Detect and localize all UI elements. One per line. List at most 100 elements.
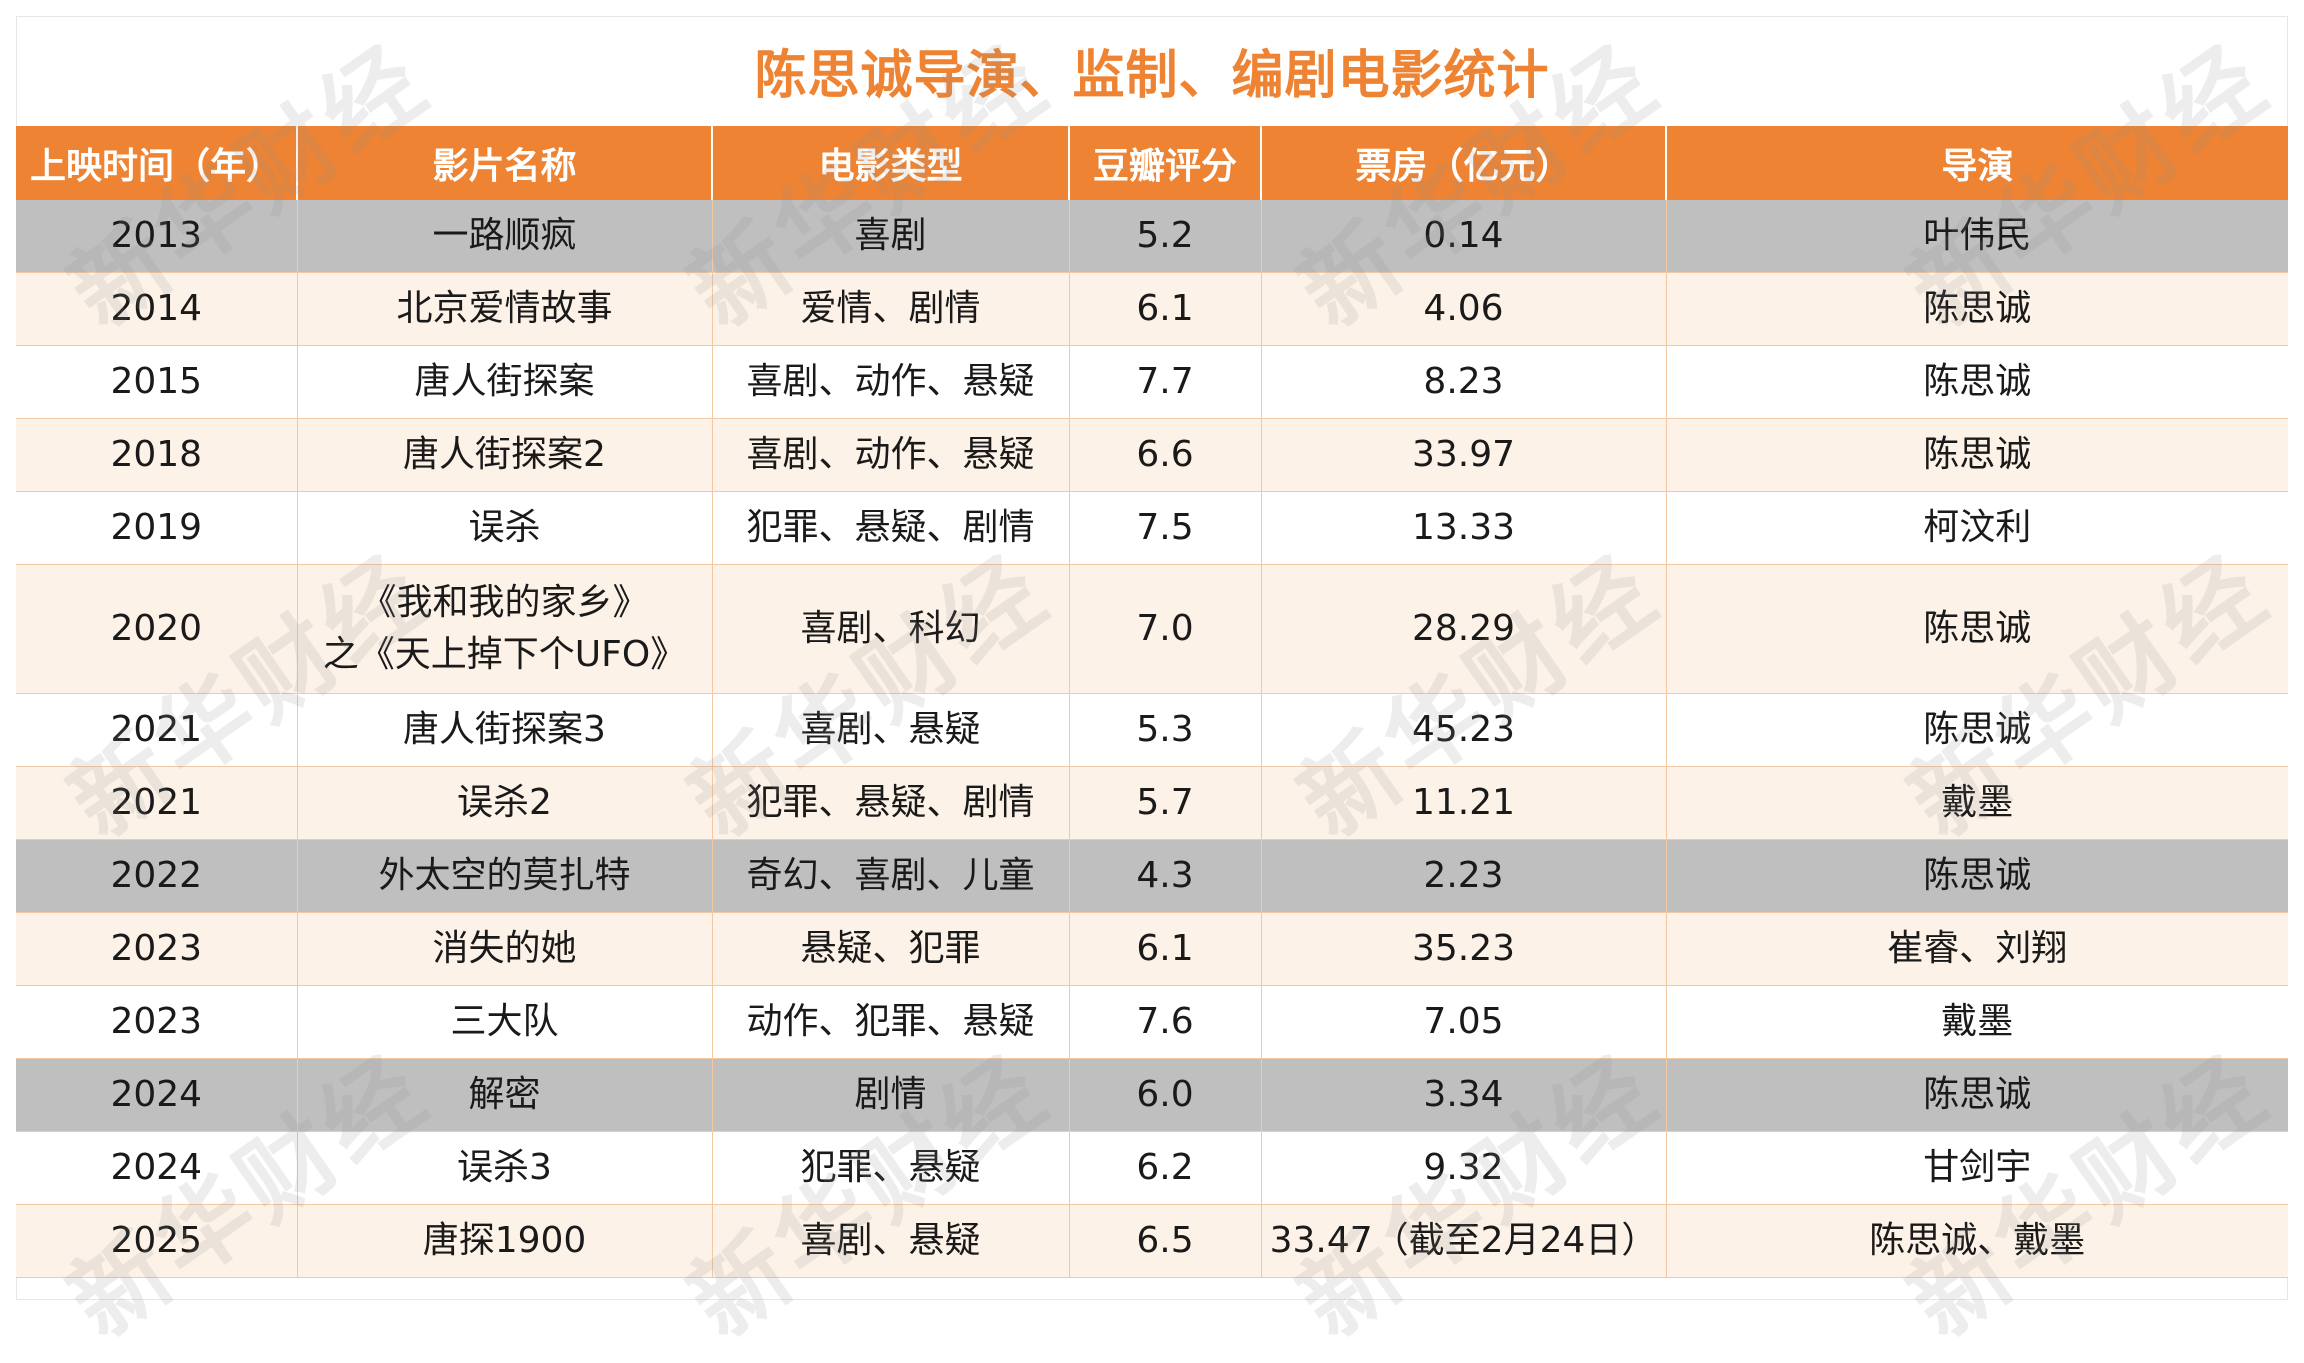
col-header-rating: 豆瓣评分: [1069, 126, 1262, 200]
cell-rating: 6.1: [1069, 272, 1262, 346]
cell-film-name: 解密: [297, 1058, 713, 1132]
cell-film-name: 外太空的莫扎特: [297, 839, 713, 913]
cell-boxoffice: 8.23: [1261, 345, 1667, 419]
cell-rating: 6.5: [1069, 1204, 1262, 1278]
table-row: 2024 误杀3 犯罪、悬疑 6.2 9.32 甘剑宇: [16, 1131, 2288, 1205]
table-row: 2020 《我和我的家乡》 之《天上掉下个UFO》 喜剧、科幻 7.0 28.29 陈思诚: [16, 564, 2288, 694]
cell-film-name: 唐探1900: [297, 1204, 713, 1278]
table-row: 2014 北京爱情故事 爱情、剧情 6.1 4.06 陈思诚: [16, 272, 2288, 346]
cell-director: 柯汶利: [1666, 491, 2288, 565]
cell-director: 戴墨: [1666, 766, 2288, 840]
table-row: 2023 消失的她 悬疑、犯罪 6.1 35.23 崔睿、刘翔: [16, 912, 2288, 986]
col-header-boxoffice: 票房（亿元）: [1261, 126, 1667, 200]
cell-boxoffice: 3.34: [1261, 1058, 1667, 1132]
header-row: 上映时间（年） 影片名称 电影类型 豆瓣评分 票房（亿元） 导演: [16, 126, 2288, 200]
cell-genre: 爱情、剧情: [712, 272, 1070, 346]
cell-rating: 6.1: [1069, 912, 1262, 986]
cell-film-name: 误杀2: [297, 766, 713, 840]
table-row: 2021 唐人街探案3 喜剧、悬疑 5.3 45.23 陈思诚: [16, 693, 2288, 767]
table-row: 2018 唐人街探案2 喜剧、动作、悬疑 6.6 33.97 陈思诚: [16, 418, 2288, 492]
cell-year: 2014: [16, 272, 298, 346]
film-name-line-2: 之《天上掉下个UFO》: [322, 634, 687, 675]
cell-boxoffice: 2.23: [1261, 839, 1667, 913]
cell-boxoffice: 13.33: [1261, 491, 1667, 565]
film-table: 上映时间（年） 影片名称 电影类型 豆瓣评分 票房（亿元） 导演 2013 一路顺…: [16, 126, 2288, 1278]
col-header-genre: 电影类型: [712, 126, 1070, 200]
cell-director: 陈思诚: [1666, 272, 2288, 346]
cell-rating: 7.0: [1069, 564, 1262, 694]
cell-genre: 喜剧、悬疑: [712, 693, 1070, 767]
cell-rating: 5.7: [1069, 766, 1262, 840]
cell-year: 2015: [16, 345, 298, 419]
cell-genre: 动作、犯罪、悬疑: [712, 985, 1070, 1059]
cell-boxoffice: 7.05: [1261, 985, 1667, 1059]
cell-boxoffice: 4.06: [1261, 272, 1667, 346]
col-header-year: 上映时间（年）: [16, 126, 298, 200]
cell-boxoffice: 35.23: [1261, 912, 1667, 986]
cell-rating: 7.5: [1069, 491, 1262, 565]
cell-director: 叶伟民: [1666, 200, 2288, 273]
cell-year: 2013: [16, 200, 298, 273]
cell-year: 2024: [16, 1131, 298, 1205]
cell-rating: 5.3: [1069, 693, 1262, 767]
cell-director: 陈思诚、戴墨: [1666, 1204, 2288, 1278]
cell-film-name: 唐人街探案: [297, 345, 713, 419]
cell-film-name: 一路顺疯: [297, 200, 713, 273]
cell-boxoffice: 28.29: [1261, 564, 1667, 694]
page-title: 陈思诚导演、监制、编剧电影统计: [754, 46, 1550, 106]
cell-boxoffice: 45.23: [1261, 693, 1667, 767]
cell-director: 崔睿、刘翔: [1666, 912, 2288, 986]
cell-director: 戴墨: [1666, 985, 2288, 1059]
cell-film-name: 北京爱情故事: [297, 272, 713, 346]
cell-film-name: 唐人街探案3: [297, 693, 713, 767]
cell-director: 陈思诚: [1666, 839, 2288, 913]
table-row: 2015 唐人街探案 喜剧、动作、悬疑 7.7 8.23 陈思诚: [16, 345, 2288, 419]
col-header-name: 影片名称: [297, 126, 713, 200]
cell-rating: 7.7: [1069, 345, 1262, 419]
cell-year: 2019: [16, 491, 298, 565]
cell-genre: 奇幻、喜剧、儿童: [712, 839, 1070, 913]
cell-film-name: 唐人街探案2: [297, 418, 713, 492]
cell-year: 2021: [16, 766, 298, 840]
cell-genre: 犯罪、悬疑、剧情: [712, 766, 1070, 840]
cell-rating: 6.2: [1069, 1131, 1262, 1205]
cell-film-name: 误杀: [297, 491, 713, 565]
cell-boxoffice: 33.47（截至2月24日）: [1261, 1204, 1667, 1278]
cell-director: 甘剑宇: [1666, 1131, 2288, 1205]
cell-film-name: 三大队: [297, 985, 713, 1059]
cell-year: 2024: [16, 1058, 298, 1132]
cell-film-name: 《我和我的家乡》 之《天上掉下个UFO》: [297, 564, 713, 694]
cell-director: 陈思诚: [1666, 693, 2288, 767]
cell-rating: 6.6: [1069, 418, 1262, 492]
cell-rating: 6.0: [1069, 1058, 1262, 1132]
cell-rating: 5.2: [1069, 200, 1262, 273]
cell-director: 陈思诚: [1666, 1058, 2288, 1132]
cell-year: 2025: [16, 1204, 298, 1278]
col-header-director: 导演: [1666, 126, 2288, 200]
cell-director: 陈思诚: [1666, 418, 2288, 492]
cell-year: 2022: [16, 839, 298, 913]
cell-film-name: 消失的她: [297, 912, 713, 986]
table-row: 2019 误杀 犯罪、悬疑、剧情 7.5 13.33 柯汶利: [16, 491, 2288, 565]
cell-genre: 喜剧: [712, 200, 1070, 273]
cell-year: 2021: [16, 693, 298, 767]
cell-rating: 7.6: [1069, 985, 1262, 1059]
cell-boxoffice: 11.21: [1261, 766, 1667, 840]
cell-genre: 犯罪、悬疑: [712, 1131, 1070, 1205]
cell-genre: 悬疑、犯罪: [712, 912, 1070, 986]
cell-year: 2023: [16, 985, 298, 1059]
table-row: 2022 外太空的莫扎特 奇幻、喜剧、儿童 4.3 2.23 陈思诚: [16, 839, 2288, 913]
table-row: 2023 三大队 动作、犯罪、悬疑 7.6 7.05 戴墨: [16, 985, 2288, 1059]
cell-genre: 喜剧、动作、悬疑: [712, 345, 1070, 419]
table-row: 2025 唐探1900 喜剧、悬疑 6.5 33.47（截至2月24日） 陈思诚、戴墨: [16, 1204, 2288, 1278]
cell-genre: 犯罪、悬疑、剧情: [712, 491, 1070, 565]
cell-genre: 喜剧、科幻: [712, 564, 1070, 694]
cell-director: 陈思诚: [1666, 564, 2288, 694]
cell-genre: 喜剧、悬疑: [712, 1204, 1070, 1278]
cell-genre: 剧情: [712, 1058, 1070, 1132]
cell-director: 陈思诚: [1666, 345, 2288, 419]
cell-boxoffice: 9.32: [1261, 1131, 1667, 1205]
cell-boxoffice: 0.14: [1261, 200, 1667, 273]
cell-year: 2023: [16, 912, 298, 986]
cell-genre: 喜剧、动作、悬疑: [712, 418, 1070, 492]
